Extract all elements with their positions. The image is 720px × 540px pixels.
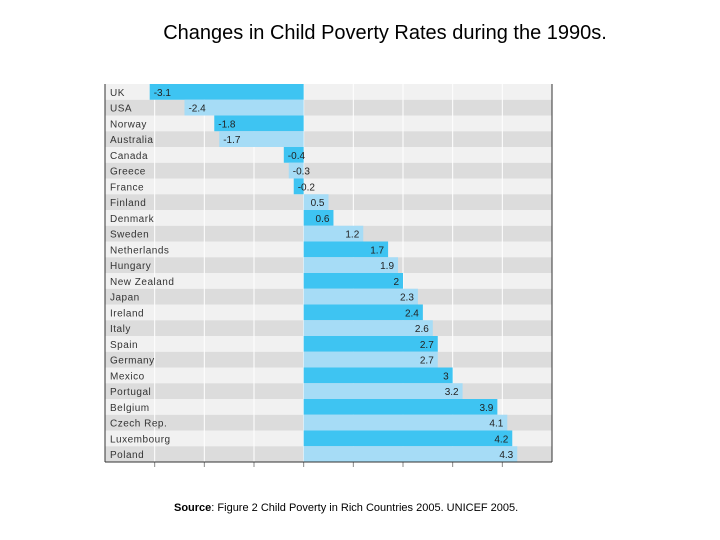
value-label: 0.5 [311, 198, 325, 209]
bar [303, 414, 508, 431]
value-label: -1.7 [223, 135, 241, 146]
value-label: 3.2 [445, 387, 459, 398]
category-label: New Zealand [110, 277, 174, 288]
value-label: 4.3 [499, 450, 513, 461]
category-label: UK [110, 88, 125, 99]
category-label: Mexico [110, 371, 145, 382]
value-label: 1.9 [380, 261, 394, 272]
category-label: Japan [110, 293, 140, 304]
bar [303, 257, 399, 273]
source-note: Source: Figure 2 Child Poverty in Rich C… [174, 502, 518, 514]
bar [293, 178, 304, 195]
value-label: 2.7 [420, 340, 434, 351]
row-background [105, 131, 552, 147]
value-label: -0.4 [288, 151, 306, 162]
category-label: Australia [110, 135, 153, 146]
category-label: Canada [110, 151, 148, 162]
value-label: -3.1 [154, 88, 172, 99]
category-label: USA [110, 104, 132, 115]
value-label: 2.6 [415, 324, 429, 335]
value-label: 3 [443, 371, 449, 382]
bar [303, 446, 518, 462]
bar [303, 273, 403, 289]
category-label: Poland [110, 450, 144, 461]
category-label: Germany [110, 356, 155, 367]
value-label: 1.7 [370, 245, 384, 256]
category-label: Italy [110, 324, 131, 335]
bar [303, 241, 389, 258]
bar [219, 131, 304, 147]
value-label: -2.4 [188, 104, 206, 115]
row-background [105, 162, 552, 179]
category-label: Netherlands [110, 245, 169, 256]
bar [303, 320, 433, 336]
bar [184, 99, 304, 116]
bar [303, 399, 498, 415]
row-background [105, 115, 552, 132]
value-label: 3.9 [479, 403, 493, 414]
value-label: 0.6 [316, 214, 330, 225]
source-label: Source [174, 502, 212, 514]
category-label: Spain [110, 340, 138, 351]
value-label: 2.7 [420, 356, 434, 367]
category-label: Finland [110, 198, 146, 209]
bar [214, 115, 304, 132]
value-label: 2.3 [400, 293, 414, 304]
bar [303, 225, 364, 242]
value-label: 2.4 [405, 308, 419, 319]
value-label: 2 [393, 277, 399, 288]
bar [303, 194, 329, 210]
category-label: France [110, 182, 144, 193]
bar [303, 336, 438, 352]
row-background [105, 99, 552, 116]
category-label: Belgium [110, 403, 150, 414]
value-label: -0.3 [293, 167, 311, 178]
row-background [105, 178, 552, 195]
bar [303, 288, 418, 305]
category-label: Norway [110, 119, 147, 130]
value-label: 4.1 [489, 419, 503, 430]
bar [288, 162, 304, 179]
row-background [105, 147, 552, 163]
value-label: 1.2 [345, 230, 359, 241]
source-text: : Figure 2 Child Poverty in Rich Countri… [211, 502, 519, 514]
category-label: Greece [110, 167, 146, 178]
bar [303, 210, 334, 226]
bar [303, 351, 438, 368]
category-label: Sweden [110, 230, 149, 241]
bar [303, 383, 463, 399]
category-label: Luxembourg [110, 434, 171, 445]
category-label: Portugal [110, 387, 151, 398]
bar [303, 367, 453, 384]
bar [303, 430, 513, 447]
bar [283, 147, 304, 163]
value-label: -1.8 [218, 119, 236, 130]
bar [149, 84, 304, 100]
value-label: -0.2 [298, 182, 316, 193]
category-label: Czech Rep. [110, 419, 167, 430]
category-label: Denmark [110, 214, 155, 225]
category-label: Hungary [110, 261, 151, 272]
value-label: 4.2 [494, 434, 508, 445]
chart-title: Changes in Child Poverty Rates during th… [163, 22, 607, 44]
category-label: Ireland [110, 308, 144, 319]
bar [303, 304, 423, 321]
